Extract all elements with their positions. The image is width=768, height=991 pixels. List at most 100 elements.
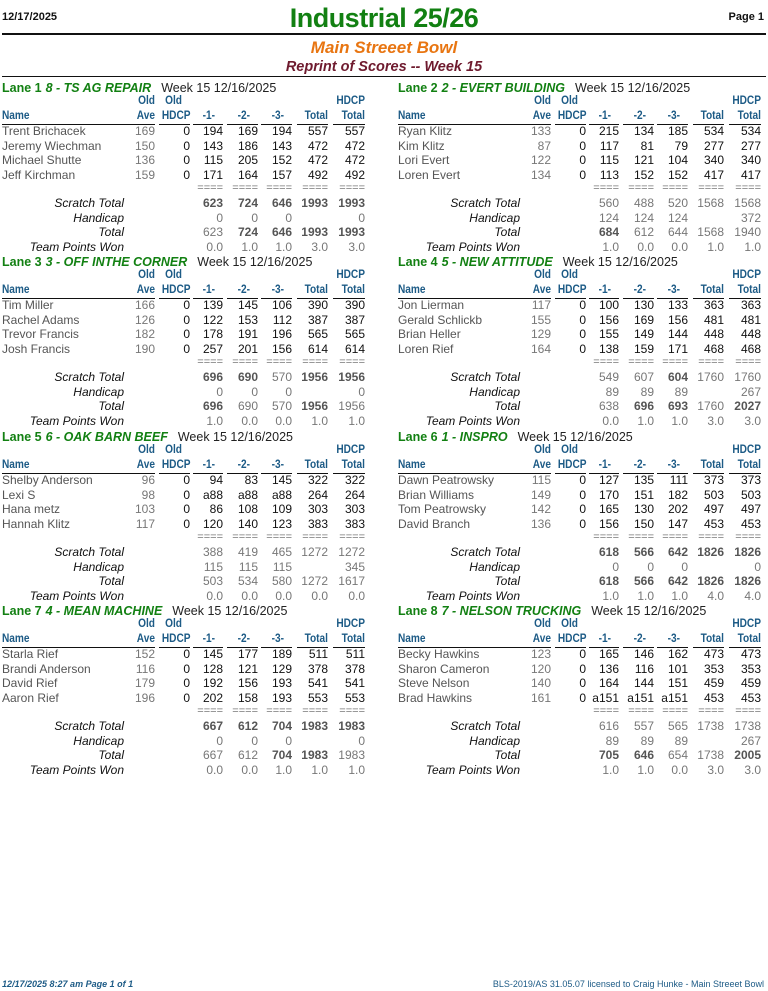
bowler-handicap: 0 bbox=[183, 124, 190, 138]
header-underline bbox=[193, 298, 223, 299]
bowler-g2: 164 bbox=[237, 167, 258, 182]
summary-scratch-g2: 419 bbox=[237, 545, 258, 559]
bowler-g1: 170 bbox=[598, 487, 619, 502]
column-header-total: Total bbox=[304, 110, 328, 122]
week-date: Week 15 12/16/2025 bbox=[197, 255, 313, 269]
summary-label: Handicap bbox=[469, 210, 520, 225]
summary-total-g1: 503 bbox=[202, 574, 223, 588]
bowler-g1: 165 bbox=[598, 647, 619, 661]
summary-points-hdcp-total: 1.0 bbox=[348, 413, 365, 428]
header-underline bbox=[193, 473, 223, 474]
column-header-hdcp: HDCP bbox=[557, 284, 587, 296]
total-separator: ==== bbox=[197, 705, 223, 717]
bowler-handicap: 0 bbox=[579, 647, 586, 661]
bowler-g2: 156 bbox=[237, 676, 258, 690]
team-name: 1 - INSPRO bbox=[441, 430, 508, 444]
bowler-g2: 152 bbox=[633, 167, 654, 182]
bowler-g3: 171 bbox=[667, 341, 688, 356]
summary-label: Handicap bbox=[469, 559, 520, 574]
bowler-g1: 120 bbox=[202, 516, 223, 531]
bowler-g1: 136 bbox=[598, 661, 619, 676]
column-header-hdcp-total: Total bbox=[737, 633, 761, 645]
bowler-name: Ryan Klitz bbox=[398, 124, 453, 138]
summary-handicap-g1: 0 bbox=[216, 733, 223, 748]
bowler-g3: 196 bbox=[271, 327, 292, 341]
header-underline bbox=[297, 473, 328, 474]
team-name: 5 - NEW ATTITUDE bbox=[441, 255, 553, 269]
summary-scratch-total: 1568 bbox=[697, 196, 724, 210]
summary-points-g1: 0.0 bbox=[602, 413, 619, 428]
team-name: 4 - MEAN MACHINE bbox=[45, 604, 163, 618]
summary-total-hdcp-total: 1617 bbox=[338, 574, 365, 588]
header-underline bbox=[227, 298, 258, 299]
column-header-hdcp-total-top: HDCP bbox=[732, 269, 761, 281]
column-header-ave-top: Old bbox=[534, 444, 551, 456]
summary-handicap-g2: 0 bbox=[251, 384, 258, 399]
bowler-total: 503 bbox=[703, 487, 724, 502]
bowler-g1: 115 bbox=[203, 153, 223, 167]
summary-points-hdcp-total: 4.0 bbox=[744, 588, 761, 603]
summary-points-g3: 1.0 bbox=[671, 588, 688, 603]
bowler-average: 155 bbox=[530, 312, 551, 327]
column-header-hdcp-total-top: HDCP bbox=[336, 444, 365, 456]
summary-handicap-hdcp-total: 0 bbox=[358, 384, 365, 399]
column-header-hdcp-top: Old bbox=[165, 618, 182, 630]
column-header-ave: Ave bbox=[532, 633, 551, 645]
summary-total-g1: 623 bbox=[202, 225, 223, 239]
header-underline bbox=[398, 473, 551, 474]
column-header-hdcp-total: Total bbox=[341, 633, 365, 645]
bowler-total: 387 bbox=[307, 312, 328, 327]
bowler-average: 150 bbox=[134, 138, 155, 153]
summary-scratch-g3: 704 bbox=[271, 719, 292, 733]
total-separator: ==== bbox=[593, 705, 619, 717]
summary-handicap-hdcp-total: 0 bbox=[358, 210, 365, 225]
bowler-name: Brian Heller bbox=[398, 327, 461, 341]
column-header-hdcp: HDCP bbox=[161, 284, 191, 296]
summary-points-total: 3.0 bbox=[707, 762, 724, 777]
bowler-total: 373 bbox=[703, 473, 724, 487]
column-header-g2: -2- bbox=[633, 633, 646, 645]
column-header-hdcp: HDCP bbox=[161, 633, 191, 645]
column-header-g3: -3- bbox=[667, 284, 680, 296]
header-underline bbox=[159, 647, 190, 648]
bowler-handicap: 0 bbox=[183, 516, 190, 531]
summary-points-g1: 0.0 bbox=[206, 762, 223, 777]
bowler-handicap: 0 bbox=[579, 516, 586, 531]
column-header-ave-top: Old bbox=[534, 95, 551, 107]
bowler-name: Shelby Anderson bbox=[2, 473, 93, 487]
summary-total-total: 1956 bbox=[301, 399, 328, 413]
bowler-handicap: 0 bbox=[579, 124, 586, 138]
column-header-ave: Ave bbox=[136, 633, 155, 645]
header-underline bbox=[657, 647, 688, 648]
bowler-hdcp-total: 340 bbox=[740, 153, 761, 167]
bowler-g2: 108 bbox=[237, 502, 258, 516]
summary-points-g3: 1.0 bbox=[275, 762, 292, 777]
bowler-average: 190 bbox=[134, 341, 155, 356]
bowler-g1: 128 bbox=[202, 661, 223, 676]
summary-total-g3: 642 bbox=[667, 574, 688, 588]
summary-total-hdcp-total: 1956 bbox=[338, 399, 365, 413]
bowler-average: 133 bbox=[530, 124, 551, 138]
summary-total-total: 1568 bbox=[697, 225, 724, 239]
summary-handicap-g3: 0 bbox=[681, 559, 688, 574]
bowler-g2: 134 bbox=[633, 124, 654, 138]
column-header-g3: -3- bbox=[667, 110, 680, 122]
summary-handicap-hdcp-total: 372 bbox=[740, 210, 761, 225]
bowler-name: Trent Brichacek bbox=[2, 124, 86, 138]
bowler-hdcp-total: 497 bbox=[740, 502, 761, 516]
summary-points-g2: 0.0 bbox=[241, 413, 258, 428]
bowler-g3: 133 bbox=[667, 298, 688, 312]
summary-scratch-total: 1993 bbox=[301, 196, 328, 210]
total-separator: ==== bbox=[735, 705, 761, 717]
bowler-hdcp-total: 303 bbox=[344, 502, 365, 516]
column-header-g1: -1- bbox=[202, 633, 215, 645]
summary-total-g2: 534 bbox=[237, 574, 258, 588]
column-header-hdcp: HDCP bbox=[161, 110, 191, 122]
summary-scratch-g1: 618 bbox=[598, 545, 619, 559]
bowler-average: 166 bbox=[134, 298, 155, 312]
lane-number: Lane 5 bbox=[2, 430, 42, 444]
column-header-total: Total bbox=[700, 633, 724, 645]
